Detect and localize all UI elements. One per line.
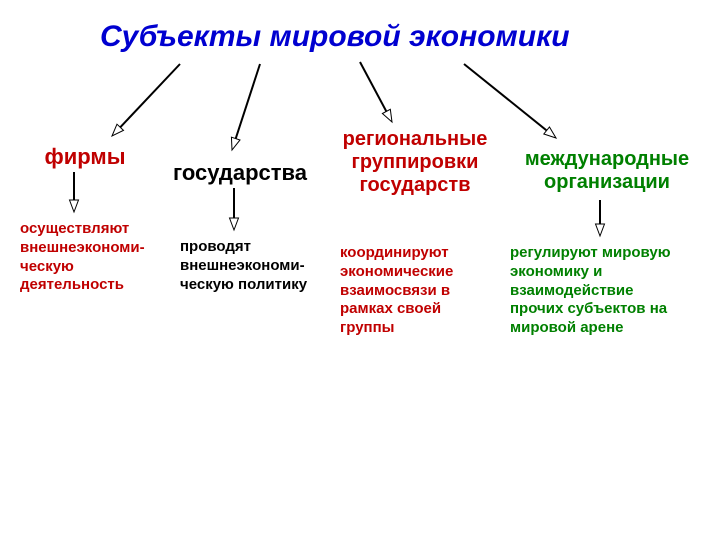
subject-node: государства	[150, 160, 330, 186]
description-node: осуществляют внешнеэконо­ми­ческую деяте…	[20, 220, 170, 295]
diagram-stage: Субъекты мировой экономики фирмы государс…	[0, 0, 720, 540]
description-node: проводят внешнеэкономи­ческую политику	[180, 238, 340, 294]
description-node: координируют экономические взаимосвязи в…	[340, 244, 490, 338]
description-node: регулируют мировую экономику и взаимодей…	[510, 244, 690, 338]
subject-node: региональные группировки государств	[330, 128, 500, 197]
subject-node: международные организации	[502, 148, 712, 194]
page-title: Субъекты мировой экономики	[100, 20, 570, 54]
subject-node: фирмы	[30, 144, 140, 170]
